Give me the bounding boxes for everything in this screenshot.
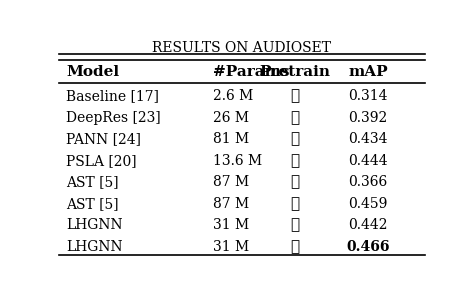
Text: Model: Model: [66, 65, 119, 79]
Text: ✓: ✓: [290, 197, 300, 211]
Text: ✗: ✗: [290, 111, 300, 125]
Text: DeepRes [23]: DeepRes [23]: [66, 111, 161, 125]
Text: AST [5]: AST [5]: [66, 175, 119, 189]
Text: 0.444: 0.444: [348, 154, 388, 168]
Text: ✗: ✗: [290, 132, 300, 146]
Text: PSLA [20]: PSLA [20]: [66, 154, 137, 168]
Text: 87 M: 87 M: [212, 175, 249, 189]
Text: PANN [24]: PANN [24]: [66, 132, 141, 146]
Text: 0.366: 0.366: [348, 175, 388, 189]
Text: 2.6 M: 2.6 M: [212, 89, 253, 103]
Text: RESULTS ON AUDIOSET: RESULTS ON AUDIOSET: [152, 41, 331, 55]
Text: LHGNN: LHGNN: [66, 218, 123, 232]
Text: 0.392: 0.392: [348, 111, 388, 125]
Text: Baseline [17]: Baseline [17]: [66, 89, 160, 103]
Text: 0.314: 0.314: [348, 89, 388, 103]
Text: 0.466: 0.466: [346, 240, 390, 254]
Text: ✓: ✓: [290, 154, 300, 168]
Text: 87 M: 87 M: [212, 197, 249, 211]
Text: 81 M: 81 M: [212, 132, 249, 146]
Text: ✗: ✗: [290, 175, 300, 189]
Text: AST [5]: AST [5]: [66, 197, 119, 211]
Text: ✓: ✓: [290, 240, 300, 254]
Text: 0.459: 0.459: [348, 197, 388, 211]
Text: Pretrain: Pretrain: [260, 65, 330, 79]
Text: 31 M: 31 M: [212, 240, 249, 254]
Text: #Params: #Params: [212, 65, 289, 79]
Text: 13.6 M: 13.6 M: [212, 154, 262, 168]
Text: mAP: mAP: [348, 65, 388, 79]
Text: 31 M: 31 M: [212, 218, 249, 232]
Text: LHGNN: LHGNN: [66, 240, 123, 254]
Text: 0.434: 0.434: [348, 132, 388, 146]
Text: 0.442: 0.442: [348, 218, 388, 232]
Text: ✗: ✗: [290, 89, 300, 103]
Text: 26 M: 26 M: [212, 111, 249, 125]
Text: ✗: ✗: [290, 218, 300, 232]
